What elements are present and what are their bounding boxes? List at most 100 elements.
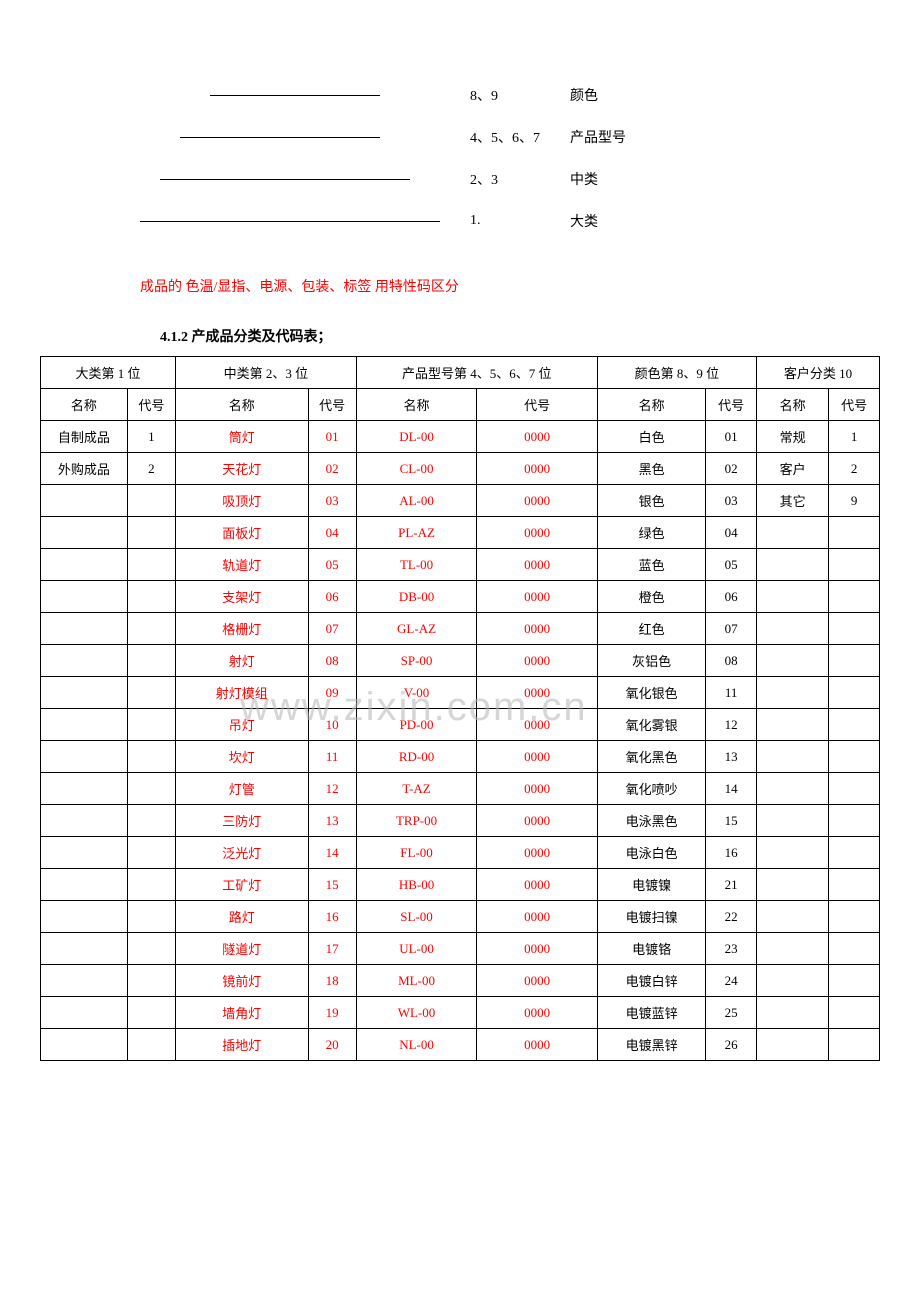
table-cell-ys: 氧化喷吵 xyxy=(597,773,705,805)
table-cell-zl: 隧道灯 xyxy=(175,933,308,965)
table-cell-ysc: 25 xyxy=(706,997,757,1029)
table-subheader: 名称 xyxy=(756,389,828,421)
bracket-row: 1.大类 xyxy=(140,206,880,236)
table-cell-khc xyxy=(829,677,880,709)
table-cell-dl xyxy=(41,965,128,997)
table-cell-zl: 工矿灯 xyxy=(175,869,308,901)
table-cell-khc xyxy=(829,997,880,1029)
bracket-line xyxy=(160,179,410,180)
table-row: 泛光灯14FL-000000电泳白色16 xyxy=(41,837,880,869)
table-cell-khc xyxy=(829,837,880,869)
table-cell-ysc: 04 xyxy=(706,517,757,549)
table-cell-dlc xyxy=(127,805,175,837)
table-cell-dlc xyxy=(127,933,175,965)
table-cell-kh xyxy=(756,773,828,805)
table-cell-pxc: 0000 xyxy=(477,805,598,837)
table-cell-khc xyxy=(829,1029,880,1061)
table-cell-khc xyxy=(829,709,880,741)
table-cell-khc xyxy=(829,869,880,901)
table-cell-dl xyxy=(41,581,128,613)
table-row: 墙角灯19WL-000000电镀蓝锌25 xyxy=(41,997,880,1029)
product-code-table: 大类第 1 位中类第 2、3 位产品型号第 4、5、6、7 位颜色第 8、9 位… xyxy=(40,356,880,1061)
table-row: 面板灯04PL-AZ0000绿色04 xyxy=(41,517,880,549)
table-cell-dl xyxy=(41,549,128,581)
table-cell-kh xyxy=(756,549,828,581)
code-bracket-section: 8、9颜色4、5、6、7产品型号2、3中类1.大类 xyxy=(140,80,880,236)
bracket-row: 2、3中类 xyxy=(140,164,880,194)
table-cell-px: V-00 xyxy=(356,677,477,709)
table-cell-zlc: 16 xyxy=(308,901,356,933)
bracket-row: 4、5、6、7产品型号 xyxy=(140,122,880,152)
table-subheader: 代号 xyxy=(308,389,356,421)
red-note: 成品的 色温/显指、电源、包装、标签 用特性码区分 xyxy=(140,276,880,296)
table-cell-zlc: 04 xyxy=(308,517,356,549)
table-cell-kh xyxy=(756,805,828,837)
table-cell-ysc: 14 xyxy=(706,773,757,805)
table-cell-ysc: 06 xyxy=(706,581,757,613)
table-cell-dlc xyxy=(127,773,175,805)
bracket-desc: 大类 xyxy=(570,211,598,231)
table-header-group: 客户分类 10 xyxy=(756,357,879,389)
table-cell-dl: 外购成品 xyxy=(41,453,128,485)
table-cell-dlc xyxy=(127,901,175,933)
table-row: 吊灯10PD-000000氧化雾银12 xyxy=(41,709,880,741)
table-row: 格栅灯07GL-AZ0000红色07 xyxy=(41,613,880,645)
table-cell-kh xyxy=(756,837,828,869)
table-cell-ysc: 16 xyxy=(706,837,757,869)
table-cell-ys: 氧化银色 xyxy=(597,677,705,709)
table-cell-dl xyxy=(41,997,128,1029)
table-cell-zlc: 05 xyxy=(308,549,356,581)
table-cell-zl: 射灯模组 xyxy=(175,677,308,709)
table-cell-zl: 墙角灯 xyxy=(175,997,308,1029)
table-cell-pxc: 0000 xyxy=(477,677,598,709)
table-cell-zlc: 03 xyxy=(308,485,356,517)
table-cell-zlc: 18 xyxy=(308,965,356,997)
table-cell-zlc: 07 xyxy=(308,613,356,645)
table-cell-zl: 坎灯 xyxy=(175,741,308,773)
table-cell-dl: 自制成品 xyxy=(41,421,128,453)
table-cell-zl: 三防灯 xyxy=(175,805,308,837)
table-cell-zlc: 19 xyxy=(308,997,356,1029)
table-cell-ys: 电泳白色 xyxy=(597,837,705,869)
table-cell-khc xyxy=(829,805,880,837)
table-cell-pxc: 0000 xyxy=(477,837,598,869)
table-cell-dlc xyxy=(127,709,175,741)
table-cell-zlc: 10 xyxy=(308,709,356,741)
table-cell-px: T-AZ xyxy=(356,773,477,805)
bracket-nums: 8、9 xyxy=(470,85,570,105)
table-cell-dlc xyxy=(127,485,175,517)
table-cell-zl: 灯管 xyxy=(175,773,308,805)
table-cell-zl: 吸顶灯 xyxy=(175,485,308,517)
table-cell-kh xyxy=(756,869,828,901)
table-subheader: 代号 xyxy=(477,389,598,421)
table-cell-dlc xyxy=(127,645,175,677)
table-cell-zlc: 01 xyxy=(308,421,356,453)
table-cell-khc: 2 xyxy=(829,453,880,485)
table-cell-ys: 黑色 xyxy=(597,453,705,485)
table-cell-ys: 白色 xyxy=(597,421,705,453)
table-cell-ys: 电镀镍 xyxy=(597,869,705,901)
table-subheader-row: 名称代号名称代号名称代号名称代号名称代号 xyxy=(41,389,880,421)
table-cell-px: DL-00 xyxy=(356,421,477,453)
table-cell-zl: 轨道灯 xyxy=(175,549,308,581)
table-cell-dlc xyxy=(127,1029,175,1061)
bracket-nums: 2、3 xyxy=(470,169,570,189)
bracket-line xyxy=(210,95,380,96)
table-cell-px: AL-00 xyxy=(356,485,477,517)
table-cell-ysc: 11 xyxy=(706,677,757,709)
table-cell-pxc: 0000 xyxy=(477,645,598,677)
table-cell-dlc xyxy=(127,837,175,869)
bracket-nums: 1. xyxy=(470,213,570,229)
table-cell-ysc: 13 xyxy=(706,741,757,773)
table-cell-px: PL-AZ xyxy=(356,517,477,549)
table-cell-ys: 氧化黑色 xyxy=(597,741,705,773)
table-cell-dlc: 1 xyxy=(127,421,175,453)
table-cell-pxc: 0000 xyxy=(477,1029,598,1061)
table-cell-px: PD-00 xyxy=(356,709,477,741)
table-cell-khc xyxy=(829,581,880,613)
table-cell-khc xyxy=(829,517,880,549)
table-cell-px: TL-00 xyxy=(356,549,477,581)
table-cell-px: WL-00 xyxy=(356,997,477,1029)
table-cell-kh: 其它 xyxy=(756,485,828,517)
table-cell-kh xyxy=(756,901,828,933)
